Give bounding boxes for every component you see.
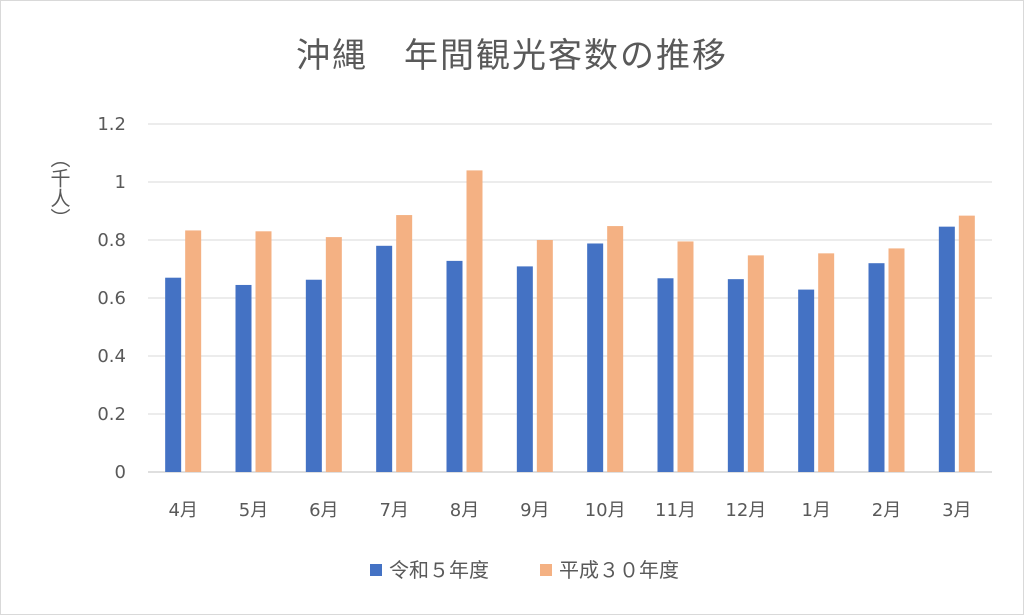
y-tick-label: 0.6 — [97, 288, 126, 309]
bar-reiwa5 — [798, 289, 815, 472]
bar-reiwa5 — [235, 284, 252, 472]
x-tick-label: 11月 — [655, 500, 696, 521]
bar-reiwa5 — [305, 279, 322, 472]
bar-heisei30 — [818, 253, 835, 472]
legend-swatch-heisei30 — [540, 564, 552, 576]
bar-reiwa5 — [446, 260, 463, 472]
x-tick-label: 7月 — [379, 500, 408, 521]
bar-heisei30 — [325, 237, 342, 472]
legend-label-reiwa5: 令和５年度 — [389, 558, 489, 582]
x-tick-label: 6月 — [309, 500, 338, 521]
bar-reiwa5 — [376, 245, 393, 472]
bar-heisei30 — [466, 170, 483, 472]
y-tick-label: 0.2 — [97, 404, 126, 425]
bar-heisei30 — [958, 215, 975, 472]
legend-label-heisei30: 平成３０年度 — [559, 558, 679, 582]
bar-heisei30 — [185, 230, 202, 472]
y-tick-label: 1 — [115, 172, 126, 193]
bar-reiwa5 — [516, 266, 533, 472]
bar-reiwa5 — [868, 263, 885, 472]
chart-title: 沖縄 年間観光客数の推移 — [296, 36, 728, 76]
bar-heisei30 — [747, 255, 764, 472]
bar-reiwa5 — [938, 226, 955, 472]
bar-heisei30 — [255, 231, 272, 472]
x-tick-label: 10月 — [585, 500, 626, 521]
bar-heisei30 — [396, 215, 413, 472]
y-tick-label: 0.8 — [97, 230, 126, 251]
bar-reiwa5 — [727, 279, 744, 472]
legend-swatch-reiwa5 — [370, 564, 382, 576]
x-tick-label: 12月 — [725, 500, 766, 521]
x-tick-label: 1月 — [801, 500, 830, 521]
bar-reiwa5 — [657, 278, 674, 472]
y-tick-label: 0.4 — [97, 346, 126, 367]
x-tick-label: 9月 — [520, 500, 549, 521]
x-tick-label: 8月 — [450, 500, 479, 521]
bar-heisei30 — [607, 226, 624, 472]
y-tick-label: 0 — [115, 462, 126, 483]
bar-heisei30 — [677, 241, 694, 472]
x-tick-label: 2月 — [872, 500, 901, 521]
x-tick-label: 4月 — [168, 500, 197, 521]
bar-heisei30 — [536, 240, 553, 472]
y-axis-label: （千人） — [47, 148, 71, 228]
y-tick-label: 1.2 — [97, 114, 126, 135]
bar-reiwa5 — [165, 277, 182, 472]
x-tick-label: 3月 — [942, 500, 971, 521]
bar-heisei30 — [888, 248, 905, 472]
x-tick-label: 5月 — [239, 500, 268, 521]
bar-reiwa5 — [587, 243, 604, 472]
